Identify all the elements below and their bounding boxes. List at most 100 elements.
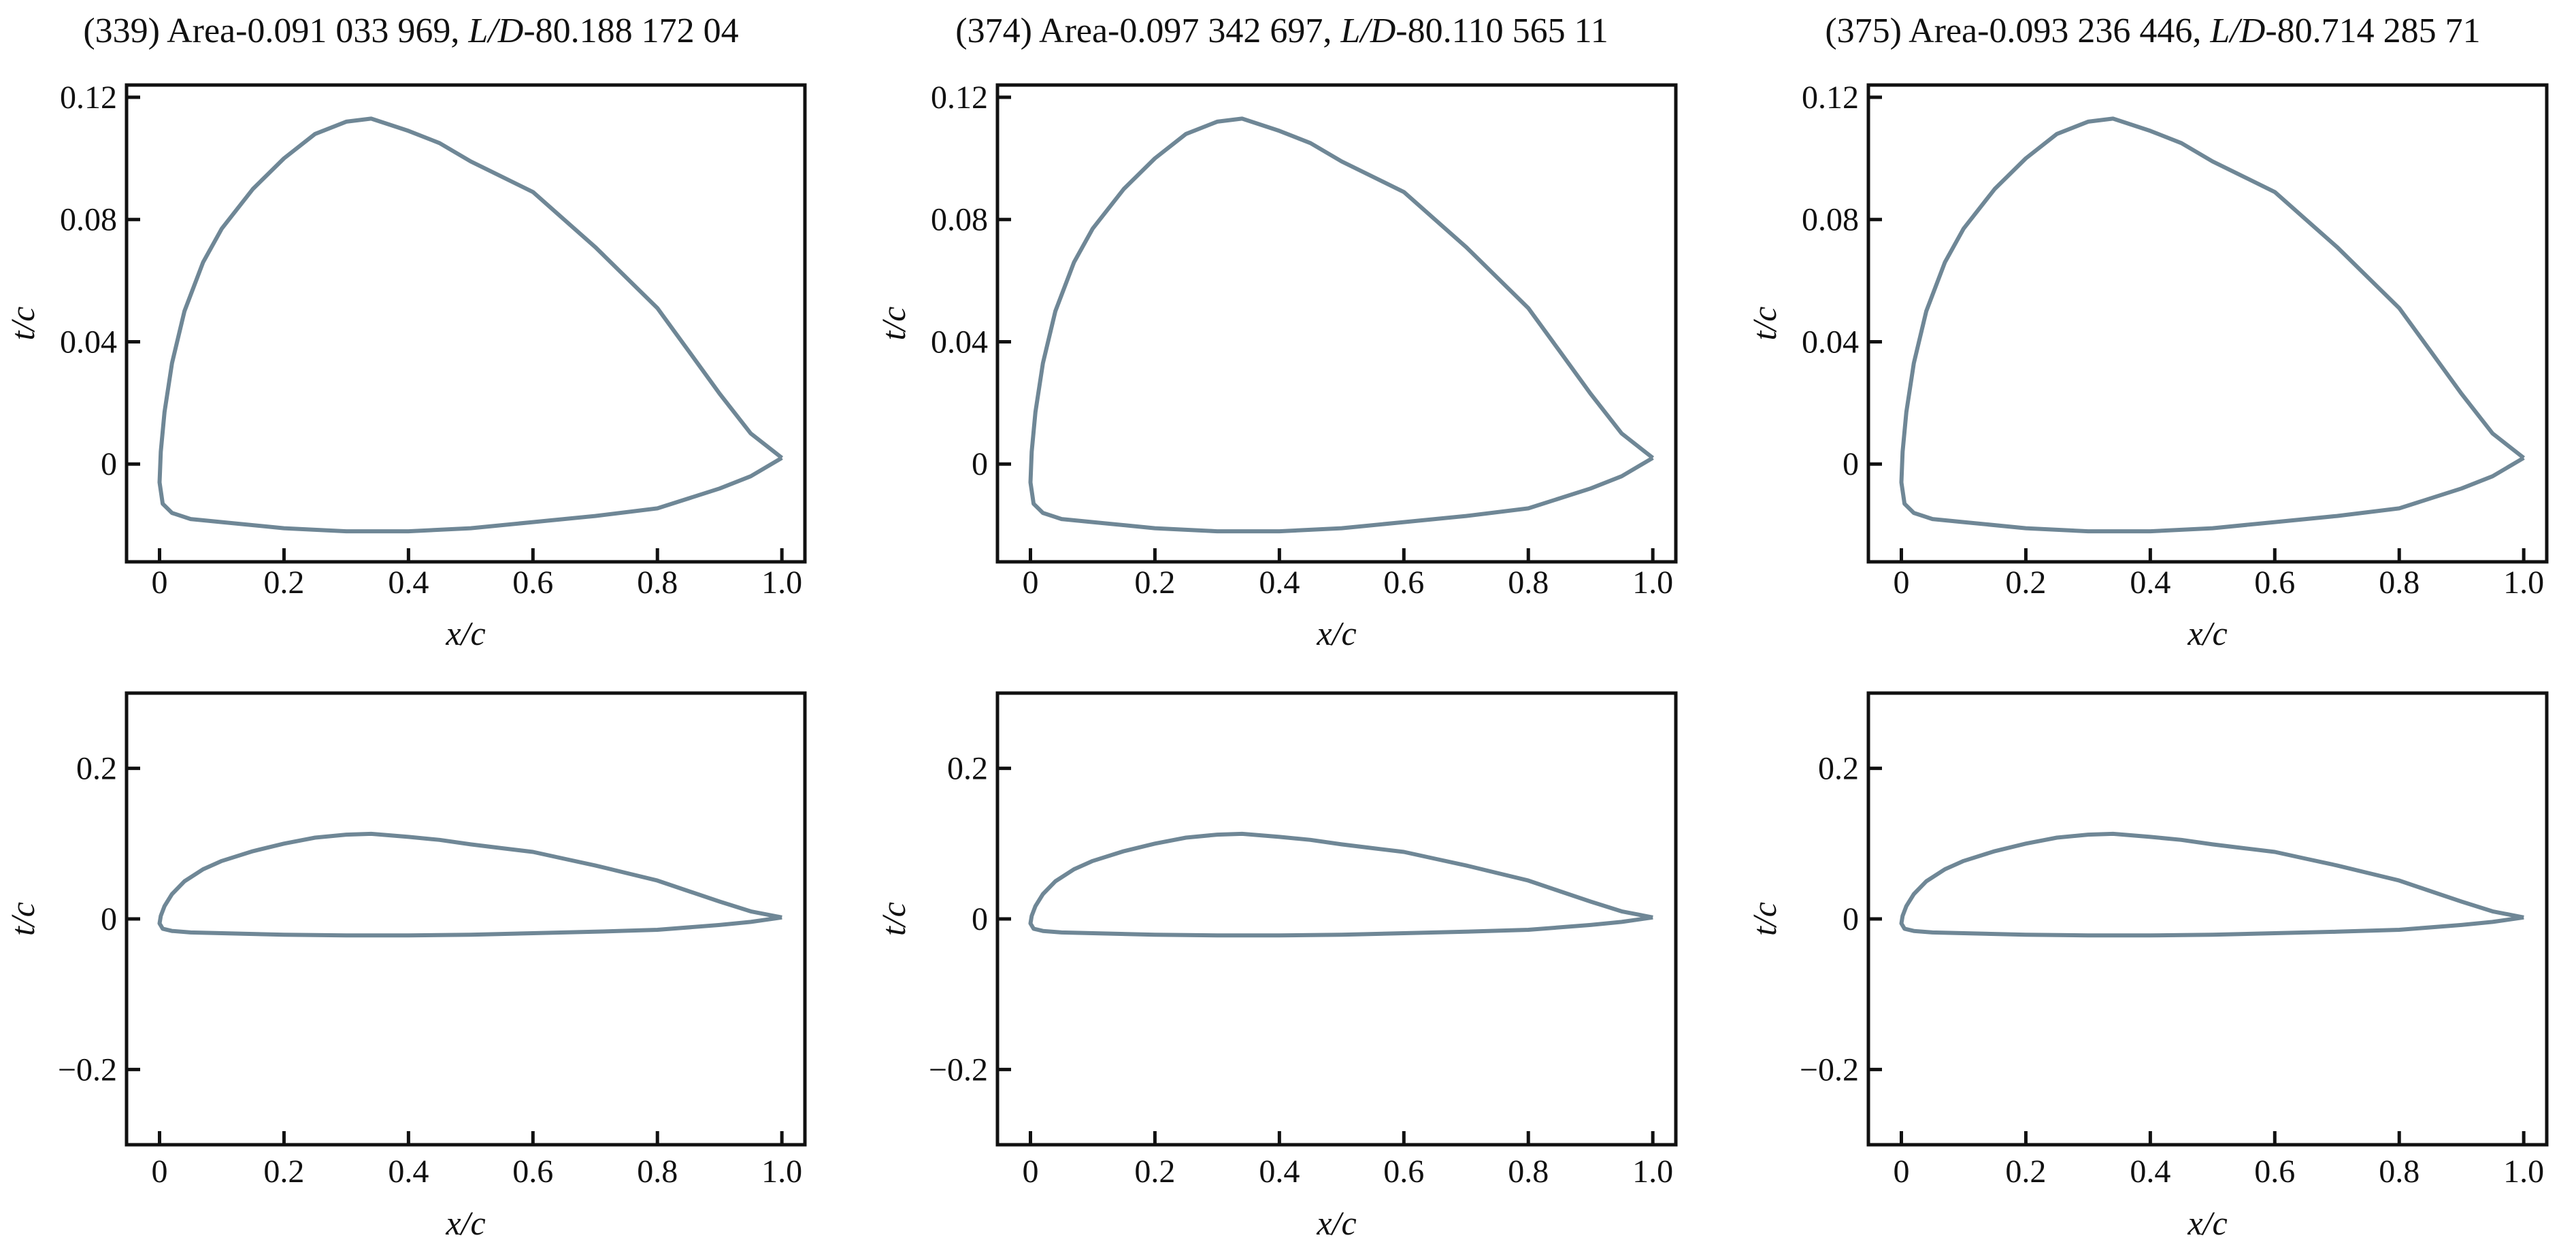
x-tick-label: 0.4 (1259, 1154, 1300, 1190)
panel-title: (374) Area-0.097 342 697, L/D-80.110 565… (955, 12, 1608, 50)
y-tick-label: 0.12 (60, 80, 117, 116)
y-tick-label: 0 (101, 901, 117, 937)
axes-frame (995, 691, 1678, 1147)
x-tick-label: 0 (151, 1154, 167, 1190)
x-axis-label: x/c (1316, 1204, 1356, 1242)
title-suffix: -80.110 565 11 (1396, 12, 1608, 50)
x-tick-label: 0.4 (2130, 565, 2170, 601)
x-tick-label: 0.6 (1383, 565, 1424, 601)
title-ld: L/D (1340, 12, 1396, 50)
x-tick-label: 0.6 (512, 565, 553, 601)
y-tick-label: 0.12 (1802, 80, 1859, 116)
y-tick-label: 0.2 (947, 751, 988, 787)
bottom-axes: 0 0.2 0.4 0.6 0.8 1.0 −0.2 0 0.2 x/c t/c (3, 691, 807, 1242)
title-ld: L/D (2209, 12, 2265, 50)
axes-frame (1866, 83, 2549, 564)
x-tick-label: 0.6 (2254, 1154, 2295, 1190)
x-tick-label: 0.8 (1508, 565, 1549, 601)
x-tick-label: 0.4 (2130, 1154, 2170, 1190)
top-axes: 0 0.2 0.4 0.6 0.8 1.0 0 0.04 0.08 0.12 x/c t/c (874, 80, 1678, 652)
y-tick-label: 0 (1843, 901, 1859, 937)
title-ld: L/D (467, 12, 523, 50)
y-tick-label: 0.08 (60, 202, 117, 238)
x-axis-label: x/c (2187, 614, 2227, 652)
axes-frame (125, 691, 807, 1147)
y-tick-label: −0.2 (929, 1052, 988, 1088)
x-tick-label: 0.8 (1508, 1154, 1549, 1190)
x-tick-label: 0.8 (637, 1154, 678, 1190)
x-tick-label: 0.2 (263, 1154, 304, 1190)
x-axis-label: x/c (2187, 1204, 2227, 1242)
y-tick-label: 0.08 (1802, 202, 1859, 238)
axes-frame (1866, 691, 2549, 1147)
panel-0: (339) Area-0.091 033 969, L/D-80.188 172… (3, 12, 807, 1242)
airfoil-contour-line (157, 831, 782, 938)
panel-title: (375) Area-0.093 236 446, L/D-80.714 285… (1825, 12, 2480, 50)
x-tick-label: 0.4 (1259, 565, 1300, 601)
y-tick-label: 0 (972, 446, 988, 482)
x-tick-label: 0 (1893, 1154, 1909, 1190)
x-tick-label: 1.0 (1632, 1154, 1673, 1190)
x-tick-label: 0.4 (388, 1154, 429, 1190)
y-tick-label: 0.08 (931, 202, 988, 238)
x-tick-label: 1.0 (1632, 565, 1673, 601)
x-tick-label: 0 (151, 565, 167, 601)
airfoil-contour-line (1028, 116, 1655, 534)
y-tick-label: −0.2 (1800, 1052, 1859, 1088)
y-axis-label: t/c (874, 307, 912, 341)
x-tick-label: 1.0 (761, 565, 802, 601)
x-tick-label: 1.0 (2503, 1154, 2544, 1190)
x-axis-label: x/c (445, 1204, 485, 1242)
y-axis-label: t/c (1745, 307, 1783, 341)
axes-frame (125, 83, 807, 564)
y-axis-label: t/c (1745, 902, 1783, 936)
x-tick-label: 0 (1022, 1154, 1038, 1190)
y-tick-label: 0.04 (1802, 324, 1859, 360)
y-tick-label: 0 (101, 446, 117, 482)
y-tick-label: −0.2 (58, 1052, 117, 1088)
x-tick-label: 0.8 (637, 565, 678, 601)
title-prefix: (374) Area-0.097 342 697, (955, 12, 1340, 50)
x-axis-label: x/c (445, 614, 485, 652)
x-tick-label: 0.4 (388, 565, 429, 601)
panel-2: (375) Area-0.093 236 446, L/D-80.714 285… (1745, 12, 2549, 1242)
top-axes: 0 0.2 0.4 0.6 0.8 1.0 0 0.04 0.08 0.12 x/c t/c (3, 80, 807, 652)
title-suffix: -80.188 172 04 (523, 12, 738, 50)
x-tick-label: 0 (1022, 565, 1038, 601)
y-tick-label: 0.2 (1818, 751, 1859, 787)
x-tick-label: 0.2 (2005, 1154, 2046, 1190)
x-axis-label: x/c (1316, 614, 1356, 652)
airfoil-contour-line (1899, 116, 2526, 534)
y-tick-label: 0.04 (931, 324, 988, 360)
y-axis-label: t/c (3, 902, 42, 936)
panel-title: (339) Area-0.091 033 969, L/D-80.188 172… (83, 12, 738, 50)
x-tick-label: 0.8 (2379, 565, 2420, 601)
y-tick-label: 0.12 (931, 80, 988, 116)
x-tick-label: 0 (1893, 565, 1909, 601)
bottom-axes: 0 0.2 0.4 0.6 0.8 1.0 −0.2 0 0.2 x/c t/c (1745, 691, 2549, 1242)
x-tick-label: 0.8 (2379, 1154, 2420, 1190)
airfoil-contour-line (157, 116, 784, 534)
x-tick-label: 0.2 (263, 565, 304, 601)
y-axis-label: t/c (3, 307, 42, 341)
title-prefix: (339) Area-0.091 033 969, (83, 12, 468, 50)
x-tick-label: 1.0 (761, 1154, 802, 1190)
airfoil-contour-line (1028, 831, 1653, 938)
bottom-axes: 0 0.2 0.4 0.6 0.8 1.0 −0.2 0 0.2 x/c t/c (874, 691, 1678, 1242)
y-tick-label: 0 (1843, 446, 1859, 482)
panel-1: (374) Area-0.097 342 697, L/D-80.110 565… (874, 12, 1678, 1242)
x-tick-label: 0.2 (2005, 565, 2046, 601)
y-axis-label: t/c (874, 902, 912, 936)
x-tick-label: 0.6 (512, 1154, 553, 1190)
title-suffix: -80.714 285 71 (2265, 12, 2480, 50)
x-tick-label: 1.0 (2503, 565, 2544, 601)
title-prefix: (375) Area-0.093 236 446, (1825, 12, 2210, 50)
y-tick-label: 0.2 (76, 751, 117, 787)
airfoil-contour-line (1899, 831, 2524, 938)
axes-frame (995, 83, 1678, 564)
top-axes: 0 0.2 0.4 0.6 0.8 1.0 0 0.04 0.08 0.12 x/c t/c (1745, 80, 2549, 652)
x-tick-label: 0.2 (1134, 565, 1175, 601)
x-tick-label: 0.6 (1383, 1154, 1424, 1190)
y-tick-label: 0 (972, 901, 988, 937)
